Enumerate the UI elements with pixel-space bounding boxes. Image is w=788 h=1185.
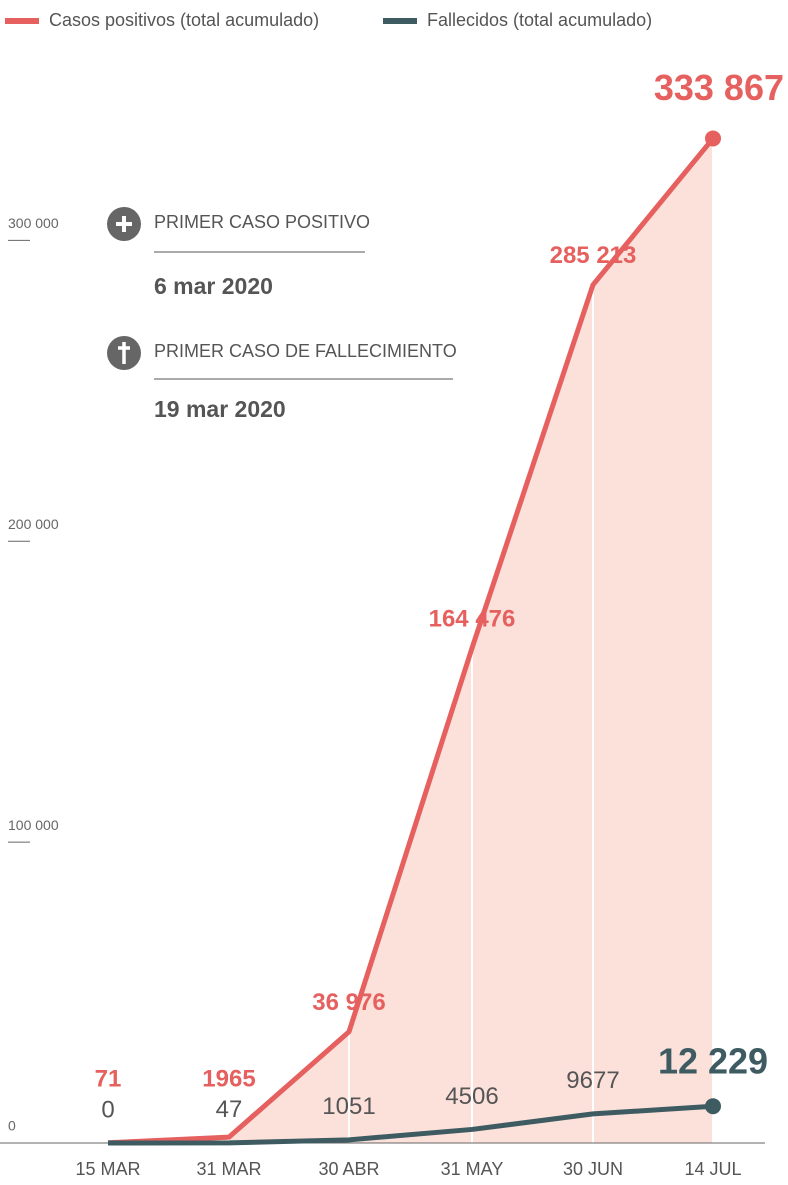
data-label: 47 xyxy=(216,1096,243,1123)
annotations: PRIMER CASO POSITIVO 6 mar 2020 PRIMER C… xyxy=(107,207,457,422)
area xyxy=(108,138,713,1143)
annotation-title: PRIMER CASO POSITIVO xyxy=(154,212,370,232)
end-marker xyxy=(705,1098,721,1115)
plot-back xyxy=(108,138,714,1143)
data-label: 285 213 xyxy=(550,242,637,269)
x-tick-label: 30 JUN xyxy=(563,1159,623,1179)
data-label: 1051 xyxy=(322,1093,375,1120)
x-tick-label: 31 MAR xyxy=(196,1159,261,1179)
series-line xyxy=(107,1103,714,1146)
series-line xyxy=(107,136,715,1146)
data-label: 12 229 xyxy=(658,1041,768,1082)
x-tick-label: 14 JUL xyxy=(684,1159,741,1179)
legend-swatch xyxy=(383,18,417,24)
data-label: 1965 xyxy=(202,1065,255,1092)
data-label: 71 xyxy=(95,1065,122,1092)
annotation-date: 19 mar 2020 xyxy=(154,396,286,422)
x-tick-label: 30 ABR xyxy=(318,1159,379,1179)
x-tick-label: 15 MAR xyxy=(75,1159,140,1179)
y-tick-label: 300 000 xyxy=(8,215,59,231)
data-label: 164 476 xyxy=(429,605,516,632)
dagger-sign xyxy=(118,342,130,364)
legend-label: Fallecidos (total acumulado) xyxy=(427,10,652,30)
data-label: 9677 xyxy=(566,1067,619,1094)
data-label: 333 867 xyxy=(654,67,784,108)
y-tick-label: 200 000 xyxy=(8,516,59,532)
x-tick-label: 31 MAY xyxy=(441,1159,504,1179)
end-marker xyxy=(705,130,721,147)
y-tick-label: 100 000 xyxy=(8,817,59,833)
data-label: 4506 xyxy=(445,1083,498,1110)
y-tick-label: 0 xyxy=(8,1118,16,1134)
legend-label: Casos positivos (total acumulado) xyxy=(49,10,319,30)
data-label: 36 976 xyxy=(312,989,385,1016)
data-label: 0 xyxy=(101,1096,114,1123)
annotation-title: PRIMER CASO DE FALLECIMIENTO xyxy=(154,341,457,361)
legend-swatch xyxy=(5,18,39,24)
annotation-date: 6 mar 2020 xyxy=(154,273,273,299)
plus-sign xyxy=(116,216,132,232)
